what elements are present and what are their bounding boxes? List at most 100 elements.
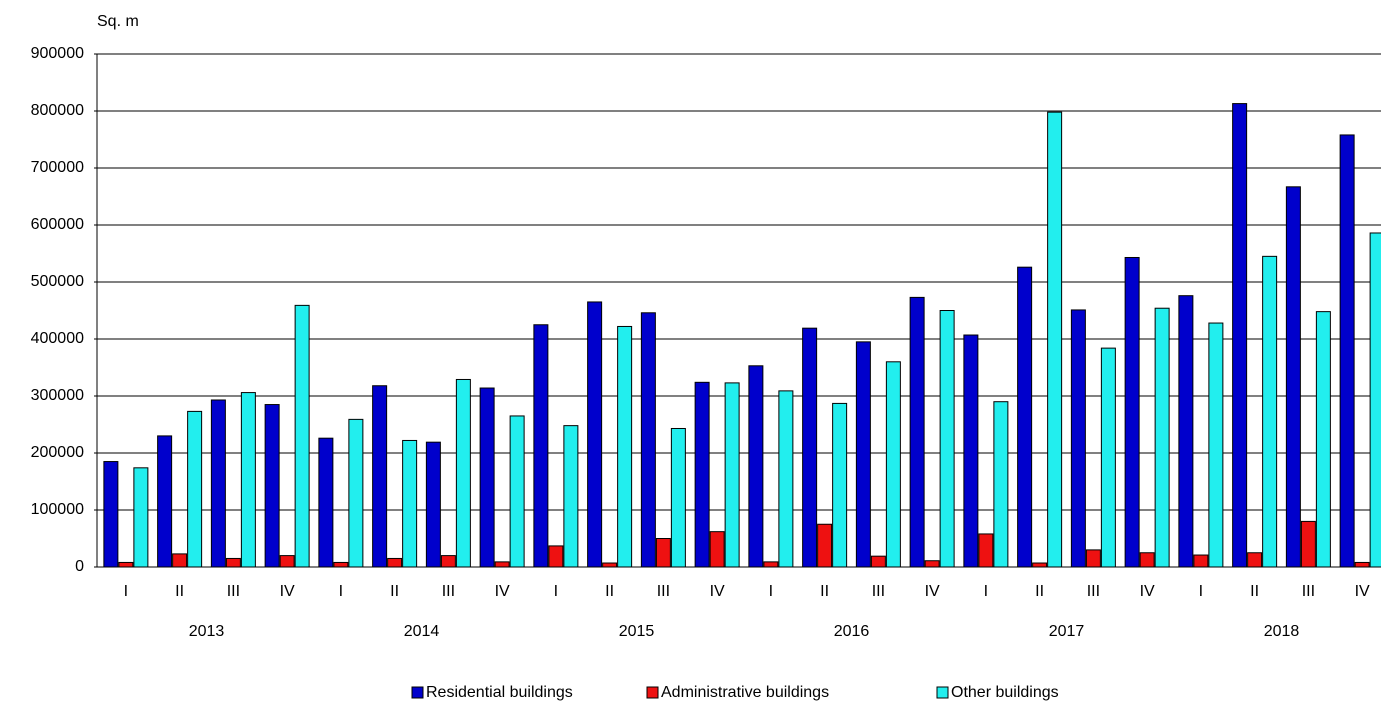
bar [602, 562, 618, 568]
bar [1085, 549, 1101, 568]
bar [210, 399, 226, 568]
bar [279, 555, 295, 568]
x-tick-label: I [339, 583, 343, 600]
legend-label: Administrative buildings [661, 684, 829, 701]
group-label: 2017 [1049, 623, 1085, 640]
x-tick-label: I [984, 583, 988, 600]
bar [1354, 561, 1370, 568]
bar [993, 401, 1009, 568]
bar [1285, 186, 1301, 568]
x-tick-label: IV [710, 583, 725, 600]
y-tick-label: 500000 [31, 273, 84, 290]
bar [133, 467, 149, 568]
bar [172, 553, 188, 568]
bar [455, 378, 471, 568]
bar [348, 418, 364, 568]
x-tick-label: II [175, 583, 184, 600]
bar [533, 324, 549, 568]
x-tick-label: III [1302, 583, 1315, 600]
bar [563, 425, 579, 568]
x-tick-label: IV [1355, 583, 1370, 600]
y-tick-label: 200000 [31, 444, 84, 461]
x-tick-label: III [227, 583, 240, 600]
x-tick-label: IV [280, 583, 295, 600]
x-tick-label: II [1250, 583, 1259, 600]
legend-swatch [411, 686, 424, 699]
y-tick-label: 0 [75, 558, 84, 575]
x-tick-label: IV [495, 583, 510, 600]
group-label: 2014 [404, 623, 440, 640]
x-tick-label: III [872, 583, 885, 600]
bar [294, 304, 310, 568]
bar [402, 439, 418, 568]
y-axis-label: Sq. m [97, 13, 139, 30]
x-tick-label: I [769, 583, 773, 600]
bar [1208, 322, 1224, 568]
legend-swatch [646, 686, 659, 699]
bar [1100, 347, 1116, 568]
bar [1032, 562, 1048, 568]
bar [1247, 552, 1263, 568]
x-tick-label: II [390, 583, 399, 600]
bar [318, 437, 334, 568]
y-tick-label: 100000 [31, 501, 84, 518]
bar [963, 334, 979, 568]
bar [670, 427, 686, 568]
bar [440, 555, 456, 568]
bar [1369, 232, 1381, 568]
bar [240, 392, 256, 568]
bar [1154, 307, 1170, 568]
bar [509, 415, 525, 568]
y-tick-label: 600000 [31, 216, 84, 233]
group-label: 2016 [834, 623, 870, 640]
bar [1017, 266, 1033, 568]
bar [1315, 311, 1331, 568]
bar [694, 381, 710, 568]
group-label: 2015 [619, 623, 655, 640]
bar [494, 561, 510, 568]
bar [855, 341, 871, 568]
x-tick-label: III [442, 583, 455, 600]
y-tick-label: 700000 [31, 159, 84, 176]
bar [372, 385, 388, 568]
bar [1178, 295, 1194, 568]
x-tick-label: IV [925, 583, 940, 600]
bar [778, 390, 794, 568]
bar [748, 365, 764, 568]
bar [655, 538, 671, 568]
legend: Residential buildings Administrative buil… [411, 684, 1059, 701]
bar [1262, 255, 1278, 568]
bar [387, 557, 403, 568]
bar [939, 310, 955, 568]
bar [885, 361, 901, 568]
bar [832, 402, 848, 568]
bar [425, 441, 441, 568]
x-tick-label: IV [1140, 583, 1155, 600]
bar [1139, 552, 1155, 568]
bar [640, 312, 656, 568]
bar [264, 404, 280, 568]
x-tick-label: I [554, 583, 558, 600]
bar [617, 325, 633, 568]
bar [909, 296, 925, 568]
bar [1070, 309, 1086, 568]
legend-swatch [936, 686, 949, 699]
bar [1124, 256, 1140, 568]
bar [1300, 520, 1316, 568]
bar [479, 387, 495, 568]
bar [870, 555, 886, 568]
bar [548, 545, 564, 568]
bar [157, 435, 173, 568]
x-tick-label: II [605, 583, 614, 600]
bar [763, 561, 779, 568]
x-tick-label: I [1199, 583, 1203, 600]
bar [1232, 103, 1248, 568]
group-label: 2018 [1264, 623, 1300, 640]
bar [978, 533, 994, 568]
bar [817, 523, 833, 568]
x-tick-label: II [820, 583, 829, 600]
y-tick-label: 300000 [31, 387, 84, 404]
bar [333, 561, 349, 568]
legend-label: Other buildings [951, 684, 1059, 701]
